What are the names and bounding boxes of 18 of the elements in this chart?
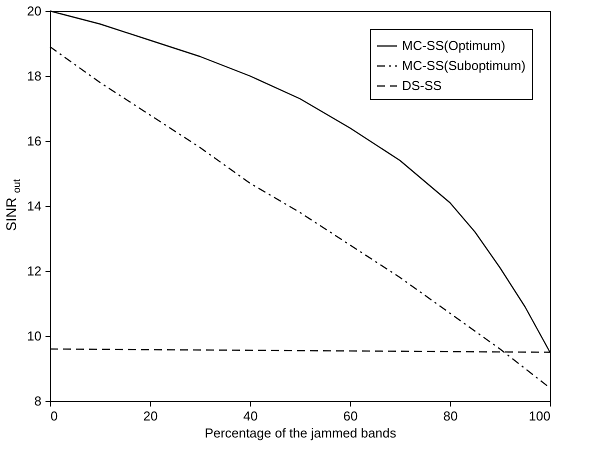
legend-label: DS-SS xyxy=(402,78,442,93)
x-tick-label: 100 xyxy=(528,408,550,424)
y-tick-label: 18 xyxy=(27,68,42,84)
x-axis-title: Percentage of the jammed bands xyxy=(204,426,397,440)
y-tick-label: 10 xyxy=(27,328,42,344)
x-tick-label: 60 xyxy=(343,408,358,424)
y-tick-label: 20 xyxy=(27,4,42,18)
y-axis-title: SINRout xyxy=(3,178,23,231)
y-tick-label: 16 xyxy=(27,134,42,148)
y-tick-label: 14 xyxy=(27,198,42,214)
legend-label: MC-SS(Suboptimum) xyxy=(402,58,526,73)
x-tick-label: 80 xyxy=(443,408,458,424)
y-tick-label: 8 xyxy=(34,394,42,408)
y-tick-label: 12 xyxy=(27,264,42,278)
x-tick-label: 0 xyxy=(50,408,58,424)
x-tick-label: 20 xyxy=(143,408,158,424)
legend-label: MC-SS(Optimum) xyxy=(402,38,506,53)
x-tick-label: 40 xyxy=(243,408,258,424)
